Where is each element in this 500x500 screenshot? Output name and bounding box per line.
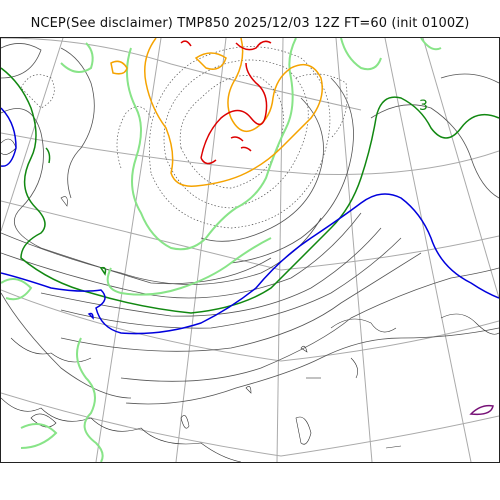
isotherm-solid — [1, 108, 272, 285]
isotherm-lightgreen — [1, 278, 33, 301]
isotherm-red — [235, 40, 272, 51]
isotherm-solid — [60, 47, 95, 199]
isotherm-solid — [60, 252, 422, 352]
isotherm-solid — [200, 97, 324, 242]
isotherm-red — [230, 136, 244, 142]
isotherm-blue — [87, 312, 94, 320]
isotherm-solid — [60, 237, 402, 329]
coastline — [245, 386, 252, 394]
contour-label: 3 — [419, 98, 428, 114]
isotherm-solid — [1, 217, 322, 285]
isotherm-blue — [1, 193, 499, 335]
longitude-line — [95, 38, 162, 462]
isotherm-red — [180, 40, 192, 47]
isotherm-lightgreen — [106, 237, 272, 296]
coastline — [350, 357, 358, 379]
isotherm-orange — [194, 52, 227, 70]
isotherm-lightgreen — [60, 42, 94, 73]
isotherm-green — [1, 67, 499, 314]
green-isotherms — [1, 67, 499, 314]
isotherm-solid — [1, 292, 132, 399]
isotherm-dotted — [20, 74, 55, 109]
isotherm-purple — [469, 404, 494, 416]
isotherm-lightgreen — [76, 337, 104, 462]
isotherm-solid — [230, 77, 354, 264]
map-title: NCEP(See disclaimer) TMP850 2025/12/03 1… — [30, 16, 470, 31]
latitude-line — [1, 392, 499, 457]
coastline — [180, 415, 190, 429]
isotherm-solid — [370, 104, 499, 199]
latitude-line — [1, 289, 499, 362]
isotherm-lightgreen — [340, 38, 382, 71]
isotherm-red — [200, 157, 217, 165]
isotherm-lightgreen — [420, 38, 442, 51]
isotherm-blue — [1, 107, 17, 167]
isotherm-orange — [110, 60, 128, 75]
longitude-line — [175, 38, 227, 462]
isotherm-dotted — [179, 75, 284, 189]
coastline — [295, 416, 312, 445]
isotherm-red — [240, 146, 252, 152]
isotherm-solid — [125, 327, 499, 405]
isotherm-orange — [144, 38, 323, 187]
map-canvas: 3 — [1, 38, 499, 462]
isotherm-red — [200, 62, 268, 159]
longitude-line — [1, 38, 64, 232]
longitude-line — [335, 38, 373, 462]
isotherm-solid — [1, 212, 362, 299]
coastlines — [1, 138, 499, 462]
coastline — [300, 345, 308, 353]
isotherm-dotted — [295, 73, 348, 139]
isotherm-solid — [1, 43, 42, 79]
coastline — [10, 337, 92, 363]
orange-isotherms — [110, 38, 323, 187]
coastline — [1, 138, 17, 155]
red-isotherms — [180, 40, 272, 165]
isotherm-solid — [440, 73, 499, 84]
coastline — [330, 318, 397, 333]
coastline — [1, 397, 242, 462]
isotherm-dotted — [163, 59, 309, 209]
coastline — [60, 196, 68, 207]
graticule — [1, 38, 499, 462]
map-frame: 3 — [0, 37, 500, 463]
isotherm-solid — [40, 227, 382, 317]
isotherm-lightgreen — [20, 423, 58, 449]
latitude-line — [1, 132, 499, 176]
isotherm-green — [45, 147, 51, 164]
lightgreen-isotherms — [1, 38, 442, 462]
latitude-line — [1, 200, 499, 271]
isotherm-dotted — [116, 106, 152, 169]
isotherm-dotted — [148, 46, 331, 229]
blue-isotherms — [1, 107, 499, 335]
dotted-isotherms — [20, 46, 348, 229]
longitude-line — [422, 38, 499, 299]
isotherm-solid — [120, 267, 499, 382]
isotherm-lightgreen — [126, 38, 297, 251]
longitude-line — [384, 38, 472, 462]
isotherm-green — [99, 266, 107, 276]
purple-isotherms — [469, 404, 494, 416]
coastline — [440, 313, 499, 335]
coastline — [385, 445, 402, 449]
latitude-line — [1, 38, 362, 111]
